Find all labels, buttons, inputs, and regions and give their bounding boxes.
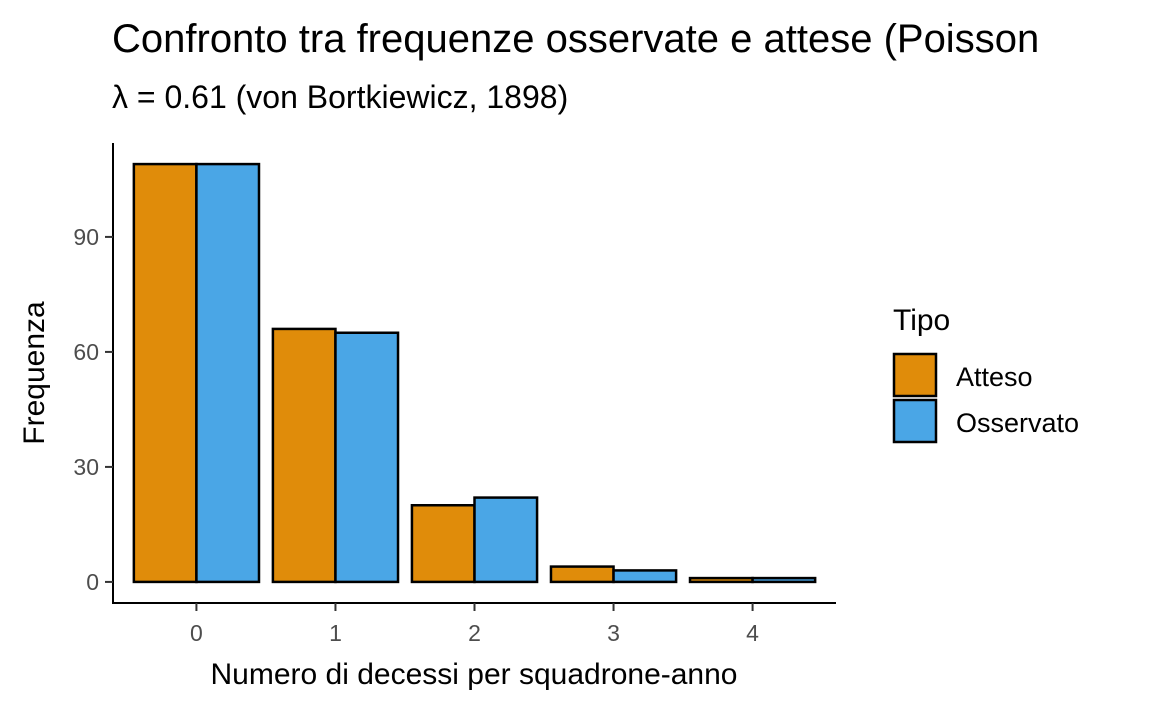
y-tick-label: 90	[73, 224, 99, 250]
x-tick-label: 2	[468, 620, 481, 646]
chart-title: Confronto tra frequenze osservate e atte…	[112, 17, 1039, 61]
legend-label-atteso: Atteso	[956, 362, 1033, 392]
bar-osservato-2	[473, 496, 539, 584]
bar-atteso-2	[410, 504, 476, 584]
y-tick-label: 30	[73, 454, 99, 480]
legend-key-atteso	[892, 352, 938, 398]
bar-osservato-3	[612, 569, 678, 584]
x-axis-title: Numero di decessi per squadrone-anno	[211, 658, 738, 691]
bar-atteso-0	[132, 162, 198, 584]
bar-atteso-1	[271, 327, 337, 584]
y-tick-label: 0	[86, 569, 99, 595]
x-ticks: 0 1 2 3 4	[190, 603, 759, 646]
bar-osservato-1	[334, 331, 400, 584]
legend-label-osservato: Osservato	[956, 408, 1079, 438]
x-tick-label: 4	[746, 620, 759, 646]
x-tick-label: 1	[329, 620, 342, 646]
bar-atteso-4	[688, 576, 754, 584]
legend-title: Tipo	[893, 304, 950, 337]
chart-subtitle: λ = 0.61 (von Bortkiewicz, 1898)	[112, 79, 568, 115]
bar-atteso-3	[549, 565, 615, 584]
legend: Tipo Atteso Osservato	[892, 304, 1079, 444]
bar-osservato-0	[195, 162, 261, 584]
y-axis-title: Frequenza	[18, 301, 51, 445]
bar-osservato-4	[751, 576, 817, 584]
y-tick-label: 60	[73, 339, 99, 365]
bars-layer	[132, 162, 817, 584]
x-tick-label: 3	[607, 620, 620, 646]
x-tick-label: 0	[190, 620, 203, 646]
legend-key-osservato	[892, 398, 938, 444]
y-ticks: 0 30 60 90	[73, 224, 113, 595]
